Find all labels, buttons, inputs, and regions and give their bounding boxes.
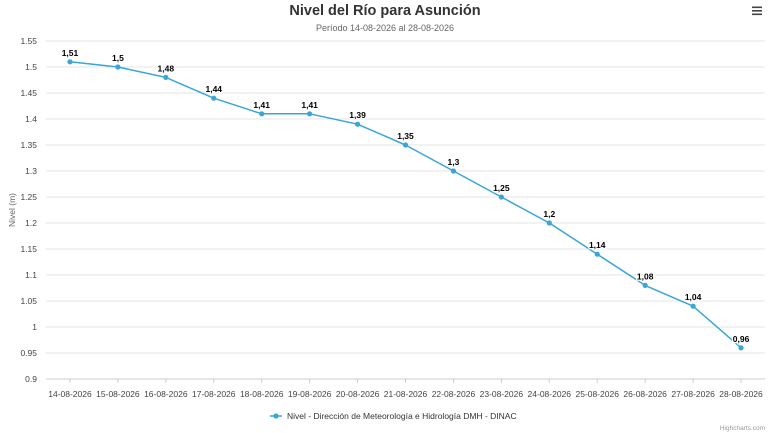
y-tick-label: 1.5 xyxy=(25,62,37,72)
x-tick-label: 23-08-2026 xyxy=(480,389,524,399)
legend-marker xyxy=(273,413,279,419)
y-tick-label: 1.4 xyxy=(25,114,37,124)
x-tick-label: 28-08-2026 xyxy=(719,389,763,399)
x-tick-label: 17-08-2026 xyxy=(192,389,236,399)
data-point[interactable] xyxy=(354,121,361,127)
data-point[interactable] xyxy=(402,142,409,148)
data-label: 1,3 xyxy=(448,157,460,167)
y-tick-label: 1.45 xyxy=(20,88,37,98)
data-label: 1,14 xyxy=(589,240,606,250)
x-tick-label: 15-08-2026 xyxy=(96,389,140,399)
hamburger-menu-icon[interactable] xyxy=(748,3,766,19)
y-tick-label: 0.95 xyxy=(20,348,37,358)
data-label: 1,04 xyxy=(685,292,702,302)
data-label: 1,39 xyxy=(349,110,366,120)
chart-subtitle: Período 14-08-2026 al 28-08-2026 xyxy=(316,23,454,33)
y-tick-label: 1.55 xyxy=(20,36,37,46)
data-point[interactable] xyxy=(546,220,552,226)
data-point[interactable] xyxy=(642,282,648,288)
data-point[interactable] xyxy=(690,303,696,309)
credits[interactable]: Highcharts.com xyxy=(720,425,765,432)
x-tick-label: 27-08-2026 xyxy=(671,389,715,399)
x-tick-label: 14-08-2026 xyxy=(48,389,92,399)
data-label: 1,48 xyxy=(158,63,175,73)
data-label: 1,41 xyxy=(301,100,318,110)
y-tick-label: 1.15 xyxy=(20,244,37,254)
data-point[interactable] xyxy=(738,345,744,351)
y-tick-label: 1.35 xyxy=(20,140,37,150)
y-tick-label: 1.3 xyxy=(25,166,37,176)
data-label: 1,5 xyxy=(112,53,124,63)
data-point[interactable] xyxy=(115,64,121,70)
y-axis-label: Nivel (m) xyxy=(7,193,17,227)
data-point[interactable] xyxy=(211,95,217,101)
data-point[interactable] xyxy=(163,74,169,80)
x-tick-label: 19-08-2026 xyxy=(288,389,332,399)
data-label: 1,41 xyxy=(253,100,270,110)
legend-item-label: Nivel - Dirección de Meteorología e Hidr… xyxy=(287,411,517,421)
y-tick-label: 1.25 xyxy=(20,192,37,202)
data-point[interactable] xyxy=(498,194,504,200)
y-tick-label: 0.9 xyxy=(25,374,37,384)
x-tick-label: 18-08-2026 xyxy=(240,389,284,399)
data-point[interactable] xyxy=(307,111,313,117)
data-label: 1,35 xyxy=(397,131,414,141)
data-label: 1,51 xyxy=(62,48,79,58)
data-label: 1,25 xyxy=(493,183,510,193)
data-labels: 1,51 1,5 1,48 1,44 1,41 1,41 1,39 1,35 1,3 1,25 1,… xyxy=(60,47,750,345)
x-tick-label: 16-08-2026 xyxy=(144,389,188,399)
data-point[interactable] xyxy=(450,168,457,174)
data-label: 0,96 xyxy=(733,334,750,344)
data-label: 1,08 xyxy=(637,271,654,281)
legend[interactable]: Nivel - Dirección de Meteorología e Hidr… xyxy=(270,411,517,421)
data-point[interactable] xyxy=(259,111,265,117)
series-line xyxy=(69,61,742,349)
x-tick-label: 25-08-2026 xyxy=(575,389,619,399)
y-tick-label: 1.1 xyxy=(25,270,37,280)
x-tick-label: 22-08-2026 xyxy=(432,389,476,399)
x-tick-label: 26-08-2026 xyxy=(623,389,667,399)
chart-title: Nivel del Río para Asunción xyxy=(289,3,480,19)
x-axis-ticks: 14-08-2026 15-08-2026 16-08-2026 17-08-2026… xyxy=(48,379,763,399)
x-tick-label: 24-08-2026 xyxy=(528,389,572,399)
y-tick-label: 1.2 xyxy=(25,218,37,228)
series-group xyxy=(67,59,744,351)
data-point[interactable] xyxy=(67,59,73,65)
data-label: 1,2 xyxy=(543,209,555,219)
y-tick-label: 1 xyxy=(32,322,37,332)
x-tick-label: 20-08-2026 xyxy=(336,389,380,399)
y-tick-label: 1.05 xyxy=(20,296,37,306)
data-point[interactable] xyxy=(594,251,600,257)
y-axis-ticks: 0.9 0.95 1 1.05 1.1 1.15 1.2 1.25 1.3 1.35 1.4 1.45… xyxy=(20,36,37,384)
gridlines xyxy=(46,40,765,380)
data-label: 1,44 xyxy=(205,84,222,94)
x-tick-label: 21-08-2026 xyxy=(384,389,428,399)
